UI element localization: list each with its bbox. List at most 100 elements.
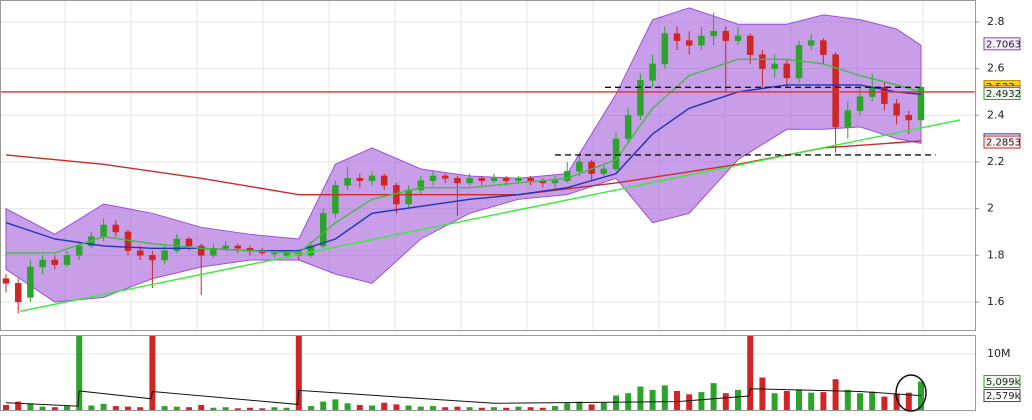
candle-body (100, 224, 107, 237)
volume-label: 2,579k (986, 391, 1021, 402)
candle-body (368, 175, 376, 181)
volume-bar (234, 408, 241, 410)
volume-bar (27, 403, 34, 410)
candle-body (490, 178, 498, 181)
volume-bar (698, 392, 705, 410)
candle-body (722, 31, 730, 41)
volume-bar (88, 405, 95, 410)
candle-body (881, 87, 888, 104)
volume-bar (308, 406, 314, 410)
volume-frame (0, 335, 976, 411)
candle-body (173, 238, 181, 251)
volume-label: 5,099k (986, 377, 1021, 388)
candle-body (576, 161, 583, 172)
volume-bar (51, 407, 58, 410)
price-label: 2.7063 (986, 39, 1021, 50)
candle-body (856, 96, 864, 111)
candle-body (454, 178, 461, 184)
axis-panel: 2.82.62.42.221.81.62.70632.5232.5002.493… (975, 15, 1021, 403)
candle-body (75, 245, 83, 256)
candle-body (807, 40, 815, 46)
volume-bar (576, 401, 583, 410)
candle-body (197, 245, 205, 256)
candle-body (356, 178, 364, 181)
candle-body (649, 63, 656, 81)
volume-bar (857, 393, 863, 410)
volume-bar (783, 390, 790, 410)
volume-bar (869, 391, 876, 410)
candle-body (185, 238, 193, 247)
volume-bar (222, 407, 229, 410)
volume-bar (613, 395, 619, 410)
candle-body (710, 31, 717, 37)
y-tick-label: 2 (987, 202, 994, 215)
y-tick-label: 2.6 (987, 62, 1005, 75)
volume-bar (247, 407, 253, 410)
volume-bar (722, 393, 729, 410)
volume-bar (369, 405, 375, 410)
candle-body (685, 40, 693, 46)
price-label-box (983, 135, 1021, 149)
price-label: 2.4932 (986, 89, 1021, 100)
volume-bar (125, 406, 131, 410)
volume-bar (320, 401, 327, 410)
volume-bar (759, 377, 766, 410)
candle-body (905, 115, 913, 121)
volume-bar (600, 402, 607, 410)
volume-bar (491, 407, 497, 410)
volume-bar (173, 406, 180, 410)
volume-bar (881, 396, 888, 410)
volume-bar (210, 407, 217, 410)
volume-bar (186, 407, 192, 410)
volume-bar (381, 402, 388, 410)
candle-body (478, 178, 486, 181)
candle-body (893, 103, 900, 116)
volume-bar (478, 407, 485, 410)
price-label-box (983, 87, 1021, 101)
candle-body (698, 35, 705, 46)
candle-body (344, 178, 351, 186)
volume-bar (661, 385, 668, 410)
candle-body (527, 178, 534, 181)
candle-body (734, 35, 742, 41)
candle-body (51, 259, 59, 265)
candle-body (332, 185, 339, 214)
volume-bar (808, 392, 815, 410)
volume-bar (832, 379, 839, 410)
candle-body (746, 35, 754, 55)
volume-label-box (983, 374, 1021, 388)
volume-bar (283, 407, 290, 410)
volume-bar (442, 407, 449, 410)
candle-body (380, 175, 388, 186)
volume-bar (552, 406, 558, 410)
bollinger-band (5, 7, 922, 303)
volume-bar (844, 389, 851, 410)
volume-bar (259, 408, 266, 410)
volume-bar (918, 381, 924, 410)
volume-bar (527, 407, 534, 410)
indicator-line (19, 119, 961, 313)
candle-body (222, 245, 229, 249)
volume-bar (430, 406, 436, 410)
y-tick-label: 10M (987, 347, 1011, 360)
volume-bar (137, 407, 144, 410)
volume-bar (637, 386, 644, 410)
candle-body (759, 54, 766, 69)
volume-bar (893, 393, 900, 410)
volume-bar (710, 383, 717, 410)
price-label: 2.2853 (986, 138, 1021, 149)
candle-body (844, 110, 852, 128)
volume-bar (405, 405, 412, 410)
indicator-line (5, 84, 922, 252)
volume-bar (747, 336, 754, 410)
volume-bar (735, 389, 741, 410)
candle-body (661, 33, 669, 65)
candle-body (271, 252, 278, 255)
y-tick-label: 1.6 (987, 295, 1005, 308)
volume-bar (344, 403, 351, 410)
volume-bar (149, 336, 156, 410)
volume-bar (649, 389, 656, 410)
volume-bar (771, 393, 778, 410)
candle-body (917, 87, 925, 121)
